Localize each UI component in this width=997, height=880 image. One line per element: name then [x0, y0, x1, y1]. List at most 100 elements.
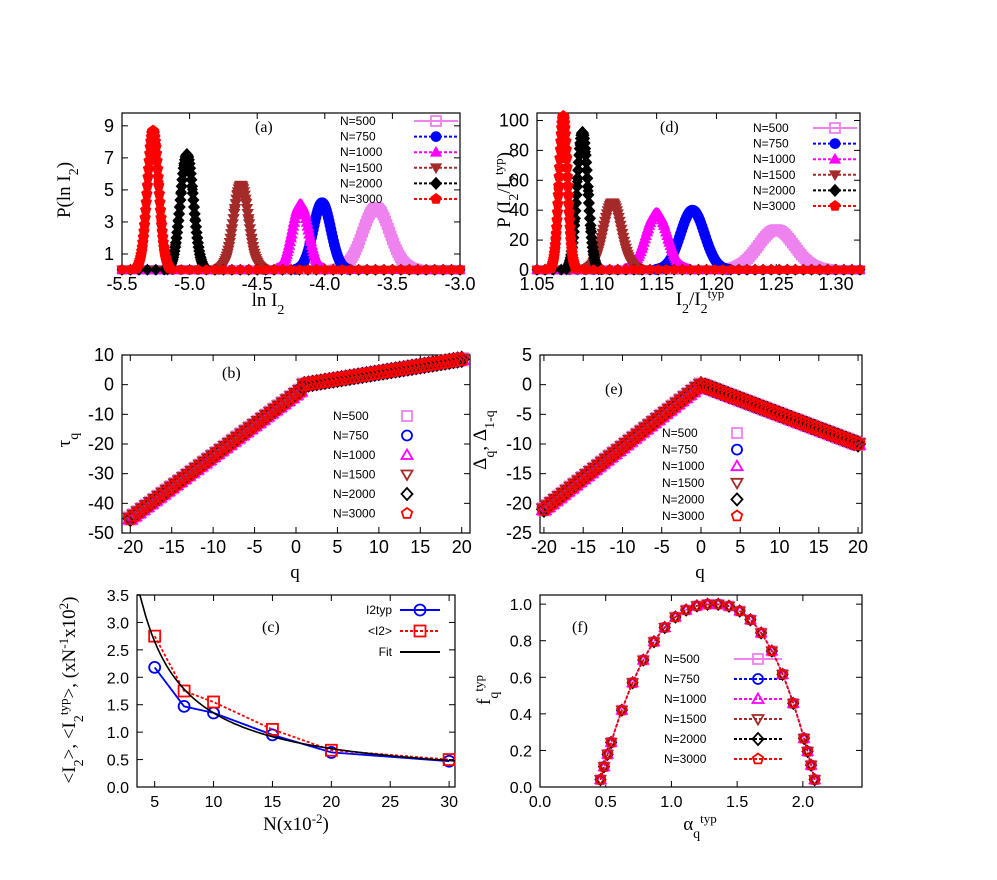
- data-point: [222, 435, 238, 451]
- data-point: [559, 482, 576, 498]
- data-point: [242, 420, 258, 435]
- legend-marker: [752, 673, 764, 685]
- panel-f: 0.0 0.5 1.0 1.5 2.0 0.0 0.2 0.4 0.6 0.8 1.0 N=500 N=…: [471, 594, 863, 842]
- data-point: [266, 723, 279, 736]
- x-tick-label: 5: [332, 537, 342, 557]
- data-point: [267, 401, 283, 416]
- data-point: [563, 479, 579, 494]
- data-point: [150, 263, 162, 276]
- y-tick-label: -20: [506, 493, 532, 513]
- data-point: [616, 704, 628, 716]
- data-point: [850, 436, 866, 451]
- series-line: [599, 603, 816, 780]
- x-axis-label: I2/I2typ: [676, 286, 725, 317]
- legend-label: N=1000: [333, 448, 376, 462]
- data-point: [808, 775, 822, 787]
- plot-frame: [121, 354, 471, 534]
- x-tick-label: 20: [848, 537, 868, 557]
- data-point: [238, 423, 254, 438]
- data-point: [292, 382, 308, 398]
- data-point: [201, 451, 217, 466]
- data-point: [572, 163, 585, 177]
- data-point: [801, 745, 814, 757]
- legend-label: N=1500: [333, 468, 376, 482]
- panel-label: (a): [255, 119, 273, 136]
- data-point: [654, 407, 670, 423]
- series-line: [599, 603, 816, 780]
- data-point: [151, 488, 167, 504]
- x-tick-label: -20: [531, 537, 557, 557]
- data-point: [579, 467, 595, 482]
- data-point: [685, 382, 701, 398]
- data-point: [164, 262, 176, 274]
- y-tick-label: -10: [506, 434, 532, 454]
- legend-label: N=1500: [664, 712, 707, 726]
- y-tick-label: -10: [88, 404, 114, 424]
- legend-label: N=1000: [664, 692, 707, 706]
- y-tick-label: 3: [104, 212, 114, 232]
- y-tick-label: 9: [104, 116, 114, 136]
- data-point: [634, 423, 650, 438]
- legend-marker: [731, 443, 743, 456]
- data-point: [226, 432, 242, 448]
- y-tick-label: 2.0: [107, 670, 129, 687]
- y-tick-label: 80: [509, 140, 529, 160]
- data-point: [561, 161, 573, 173]
- y-tick-label: 1: [104, 244, 114, 264]
- legend-label: N=750: [664, 672, 700, 686]
- data-point: [593, 775, 607, 787]
- data-point: [591, 457, 607, 473]
- x-tick-label: -4.0: [309, 274, 340, 294]
- y-tick-label: 1.0: [510, 597, 532, 614]
- y-tick-label: 10: [94, 345, 114, 365]
- data-point: [605, 736, 617, 748]
- data-point: [271, 398, 287, 413]
- x-tick-label: 1.5: [726, 794, 748, 811]
- data-point: [638, 420, 654, 435]
- legend-label: N=3000: [662, 509, 705, 523]
- legend-marker: [730, 509, 744, 522]
- y-axis-label: <I2>, <I2typ>, (xN-1x102): [56, 597, 87, 784]
- legend-marker: [400, 506, 414, 519]
- data-point: [567, 476, 583, 491]
- plot-frame: [136, 594, 456, 788]
- x-tick-label: 0: [696, 537, 706, 557]
- data-point: [626, 676, 639, 688]
- data-point: [658, 404, 674, 420]
- legend-marker: [413, 624, 427, 638]
- data-point: [787, 697, 800, 709]
- x-tick-label: 0: [291, 537, 301, 557]
- data-point: [142, 171, 154, 182]
- x-tick-label: 15: [809, 537, 829, 557]
- x-tick-label: 25: [381, 794, 399, 811]
- legend-label: N=2000: [662, 492, 705, 506]
- data-point: [213, 441, 229, 457]
- data-point: [743, 615, 757, 627]
- data-point: [622, 432, 638, 448]
- legend-label: N=500: [664, 652, 700, 666]
- data-point: [570, 262, 582, 274]
- series-markers: [122, 350, 470, 528]
- legend-label: N=2000: [664, 732, 707, 746]
- y-tick-label: 0.0: [510, 780, 532, 797]
- series-line: [599, 603, 816, 780]
- x-axis-label: N(x10-2): [263, 811, 329, 836]
- data-point: [601, 749, 615, 761]
- data-point: [164, 479, 180, 494]
- series-markers: [531, 110, 866, 275]
- legend-label: N=1000: [340, 145, 383, 159]
- series-markers: [148, 661, 456, 768]
- data-point: [571, 473, 587, 488]
- y-tick-label: -20: [88, 434, 114, 454]
- data-point: [765, 646, 779, 658]
- legend-marker: [751, 752, 765, 765]
- data-point: [723, 599, 735, 611]
- data-point: [141, 187, 153, 199]
- data-point: [561, 170, 574, 182]
- y-tick-label: 3.0: [107, 615, 129, 632]
- legend-marker: [729, 477, 745, 491]
- y-tick-label: 3.5: [107, 588, 129, 605]
- legend-marker: [429, 145, 443, 157]
- data-point: [207, 695, 220, 709]
